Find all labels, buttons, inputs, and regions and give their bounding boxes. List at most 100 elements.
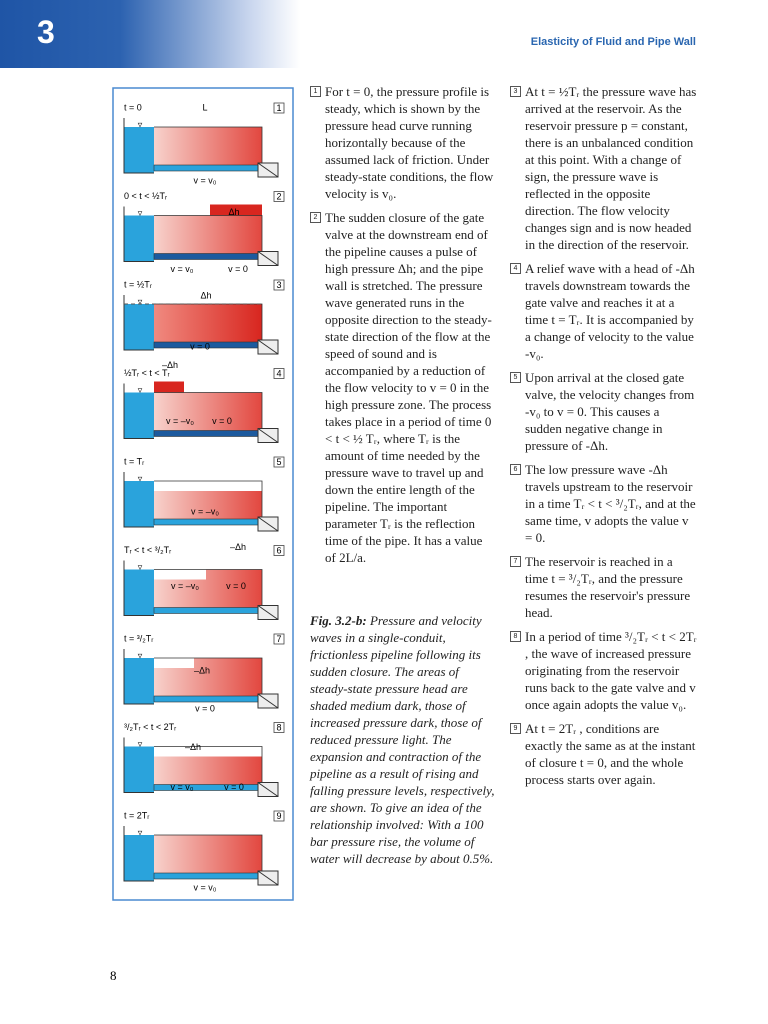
- reservoir-wall: [123, 560, 154, 616]
- panel-num: 2: [276, 191, 281, 201]
- pipe-outline: [154, 746, 263, 790]
- paragraph: 1 For t = 0, the pressure profile is stea…: [310, 83, 495, 202]
- reservoir: [124, 746, 154, 793]
- panel-state: Tᵣ < t < ³/₂Tᵣ: [124, 545, 171, 555]
- pipe: [153, 518, 263, 526]
- pressure-head: [154, 215, 262, 254]
- panel-num: 9: [276, 811, 281, 821]
- panel-state: ³/₂Tᵣ < t < 2Tᵣ: [124, 722, 176, 732]
- header-band: 3 Elasticity of Fluid and Pipe Wall: [0, 0, 768, 68]
- pipe-outline: [154, 392, 263, 436]
- pressure-rise: [154, 381, 184, 393]
- panel-label: L: [202, 102, 207, 112]
- item-number: 9: [510, 723, 521, 734]
- reservoir-wall: [123, 649, 154, 705]
- panel-num: 8: [276, 722, 281, 732]
- item-number: 8: [510, 631, 521, 642]
- pipe: [153, 164, 263, 172]
- item-number: 6: [510, 464, 521, 475]
- item-text: At t = ½Tᵣ the pressure wave has arrived…: [525, 84, 697, 252]
- page-number: 8: [110, 968, 117, 983]
- valve-diag: [257, 516, 279, 532]
- reservoir-wall: [123, 826, 154, 882]
- panel-label: v = –v₀: [191, 506, 219, 516]
- paragraph: 8 In a period of time ³/₂Tᵣ < t < 2Tᵣ , t…: [510, 628, 698, 713]
- panel-state: ½Tᵣ < t < Tᵣ: [124, 368, 170, 378]
- panel-state: t = ½Tᵣ: [124, 279, 152, 289]
- right-column: 3 At t = ½Tᵣ the pressure wave has arrive…: [510, 83, 698, 795]
- panel-num: 7: [276, 634, 281, 644]
- panel-num-box: [273, 102, 285, 114]
- pipe: [153, 695, 263, 703]
- item-number: 5: [510, 372, 521, 383]
- water-level: ▿: [138, 119, 143, 129]
- valve-diag: [257, 693, 279, 709]
- panel-label: v = 0: [190, 341, 210, 351]
- reservoir-wall: [123, 295, 154, 351]
- pipe-outline: [154, 215, 263, 259]
- panel-state: t = 2Tᵣ: [124, 810, 149, 820]
- panel-label: v = –v₀: [171, 581, 199, 591]
- figure-frame: [112, 87, 294, 901]
- panel-state: 0 < t < ½Tᵣ: [124, 191, 167, 201]
- panel-num-box: [273, 810, 285, 822]
- panel-state: t = Tᵣ: [124, 456, 144, 466]
- reservoir: [124, 569, 154, 616]
- pipe-outline: [154, 480, 263, 524]
- panel-label: v = 0: [212, 416, 232, 426]
- item-text: Upon arrival at the closed gate valve, t…: [525, 370, 695, 453]
- panel-state: t = 0: [124, 102, 142, 112]
- caption-label: Fig. 3.2-b:: [310, 613, 367, 628]
- panel-label: Δh: [200, 290, 211, 300]
- panel-num: 6: [276, 545, 281, 555]
- panel-label: v = 0: [224, 782, 244, 792]
- water-level: ▿: [138, 208, 143, 218]
- panel-num-box: [273, 722, 285, 733]
- reservoir: [124, 658, 154, 704]
- pressure-drop: [154, 569, 206, 580]
- water-level: ▿: [138, 650, 143, 660]
- item-number: 2: [310, 212, 321, 223]
- reservoir: [124, 215, 154, 262]
- water-level: ▿: [138, 296, 143, 306]
- panel-num-box: [273, 279, 285, 291]
- pipe-outline: [154, 834, 263, 878]
- panel-label: v = v₀: [171, 264, 194, 274]
- panel-label: v = v₀: [194, 882, 217, 892]
- middle-column: 1 For t = 0, the pressure profile is stea…: [310, 83, 495, 867]
- paragraph: 9 At t = 2Tᵣ , conditions are exactly the…: [510, 720, 698, 788]
- pressure-drop: [154, 481, 262, 491]
- reservoir-wall: [123, 383, 154, 439]
- valve-diag: [257, 870, 279, 886]
- pressure-head: [154, 392, 262, 431]
- pipe-outline: [154, 657, 263, 701]
- panel-label: v = 0: [228, 264, 248, 274]
- reservoir: [124, 304, 154, 350]
- item-text: At t = 2Tᵣ , conditions are exactly the …: [525, 721, 696, 787]
- water-level: ▿: [138, 473, 143, 483]
- pipe: [153, 253, 263, 260]
- item-number: 3: [510, 86, 521, 97]
- chapter-number: 3: [37, 14, 55, 50]
- panel-num-box: [273, 368, 285, 379]
- panel-label: v = 0: [195, 703, 215, 713]
- water-level: ▿: [138, 385, 143, 395]
- pressure-head: [154, 835, 262, 873]
- panel-label: v = –v₀: [166, 416, 194, 426]
- panel-num: 4: [276, 368, 281, 378]
- reservoir-wall: [123, 737, 154, 793]
- reservoir-wall: [123, 206, 154, 262]
- panel-num: 1: [276, 103, 281, 113]
- panel-label: –Δh: [185, 742, 201, 752]
- paragraph: 7 The reservoir is reached in a time t = …: [510, 553, 698, 621]
- panel-label: v = v₀: [194, 175, 217, 185]
- reservoir: [124, 481, 154, 527]
- panel-label: Δh: [228, 207, 239, 217]
- panel-label: –Δh: [162, 360, 178, 370]
- item-text: The low pressure wave -Δh travels upstre…: [525, 462, 696, 545]
- pipe: [153, 430, 263, 437]
- pipe-outline: [154, 569, 263, 613]
- reservoir: [124, 392, 154, 439]
